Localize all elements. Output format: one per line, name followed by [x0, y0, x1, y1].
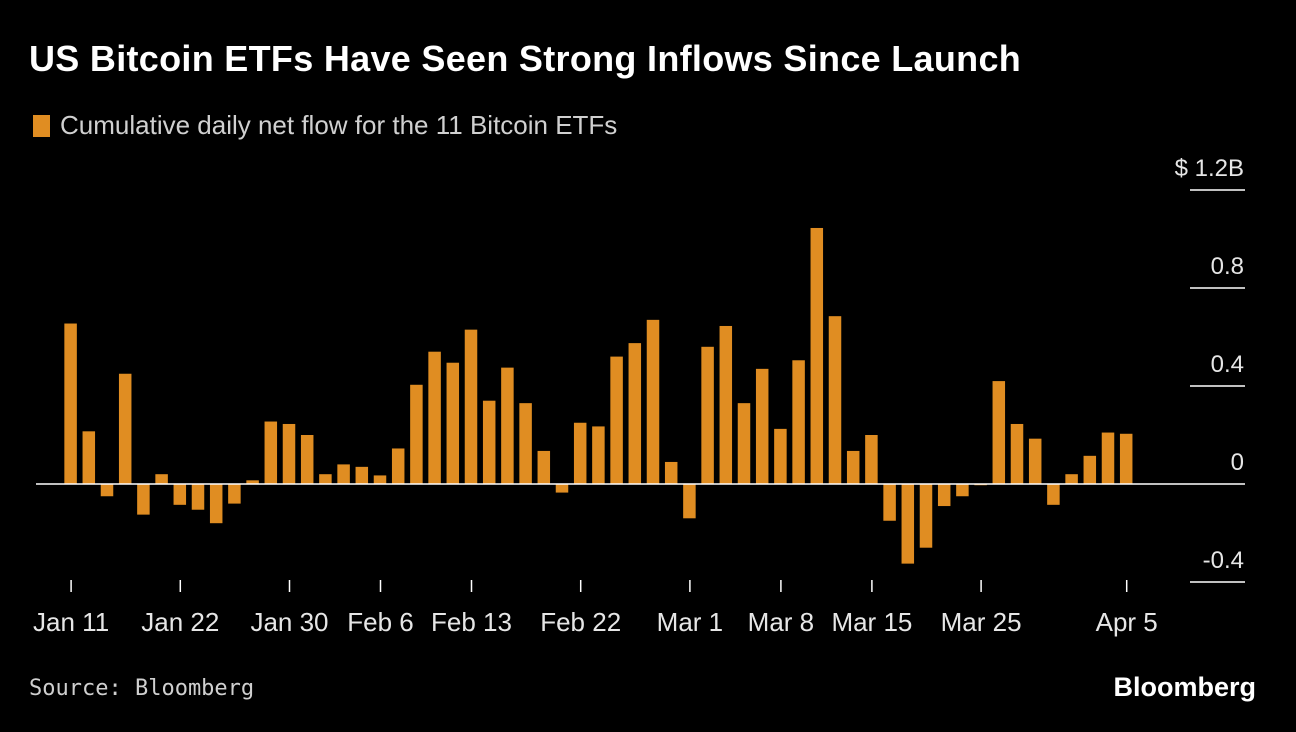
- y-tick-label: $ 1.2B: [1175, 155, 1244, 182]
- bar: [810, 227, 824, 484]
- bar: [64, 323, 77, 484]
- bar: [173, 484, 187, 505]
- bar: [573, 422, 587, 484]
- bar: [446, 362, 460, 484]
- bar: [555, 484, 569, 493]
- bar: [646, 319, 660, 484]
- bar: [300, 435, 314, 484]
- bar: [264, 421, 278, 484]
- bar: [155, 474, 168, 484]
- bar: [719, 325, 733, 484]
- bar: [282, 423, 296, 484]
- bar: [391, 448, 405, 484]
- x-tick-label: Feb 6: [347, 607, 414, 637]
- chart-title: US Bitcoin ETFs Have Seen Strong Inflows…: [29, 38, 1022, 79]
- x-tick-label: Jan 11: [33, 607, 109, 637]
- legend-label: Cumulative daily net flow for the 11 Bit…: [60, 110, 618, 140]
- x-tick-label: Apr 5: [1096, 607, 1158, 637]
- bar: [1028, 438, 1042, 484]
- bar: [901, 484, 915, 564]
- source-note: Source: Bloomberg: [29, 676, 255, 701]
- bar: [428, 351, 441, 484]
- x-tick-label: Jan 22: [141, 607, 219, 637]
- bar: [519, 403, 532, 484]
- bar: [482, 400, 496, 484]
- bar: [919, 484, 933, 548]
- x-tick-label: Feb 13: [431, 607, 512, 637]
- bar: [246, 480, 259, 484]
- bar: [755, 368, 769, 484]
- bar: [1083, 455, 1097, 484]
- bar: [501, 367, 514, 484]
- x-tick-label: Mar 8: [748, 607, 814, 637]
- bar: [1101, 432, 1115, 484]
- bar: [683, 484, 696, 519]
- x-tick-label: Mar 25: [941, 607, 1022, 637]
- x-tick-label: Mar 1: [657, 607, 723, 637]
- bar: [537, 450, 551, 484]
- bar: [828, 316, 842, 484]
- x-tick-label: Jan 30: [250, 607, 328, 637]
- x-tick-label: Feb 22: [540, 607, 621, 637]
- bar: [228, 484, 241, 504]
- bar: [774, 428, 787, 484]
- bar: [1047, 484, 1060, 505]
- bar: [956, 484, 969, 497]
- y-tick-label: -0.4: [1203, 547, 1244, 574]
- bar: [464, 329, 478, 484]
- bar: [1065, 474, 1078, 484]
- bar: [1010, 423, 1024, 484]
- bar: [1119, 433, 1133, 484]
- bar: [118, 373, 132, 484]
- bar: [628, 343, 642, 484]
- bar: [319, 474, 332, 484]
- bar: [209, 484, 223, 524]
- bloomberg-logo: Bloomberg: [1113, 672, 1256, 702]
- bar: [592, 426, 605, 484]
- bar: [610, 356, 623, 484]
- bar: [82, 431, 96, 484]
- bar: [410, 384, 423, 484]
- bar: [137, 484, 150, 515]
- bar: [737, 403, 751, 484]
- bar: [337, 464, 350, 484]
- bar: [355, 466, 369, 484]
- bar: [373, 475, 387, 484]
- legend-swatch: [33, 114, 50, 137]
- legend: Cumulative daily net flow for the 11 Bit…: [33, 110, 617, 141]
- bar: [191, 484, 205, 510]
- bar: [865, 435, 878, 484]
- y-tick-label: 0: [1231, 449, 1244, 476]
- bar: [701, 346, 714, 484]
- y-tick-label: 0.4: [1211, 351, 1244, 378]
- bar: [937, 484, 951, 507]
- x-tick-label: Mar 15: [831, 607, 912, 637]
- bar: [992, 381, 1006, 484]
- bar: [792, 360, 805, 484]
- y-tick-label: 0.8: [1211, 253, 1244, 280]
- bar: [846, 450, 860, 484]
- bar: [883, 484, 896, 521]
- bar: [664, 461, 678, 484]
- bar: [100, 484, 114, 497]
